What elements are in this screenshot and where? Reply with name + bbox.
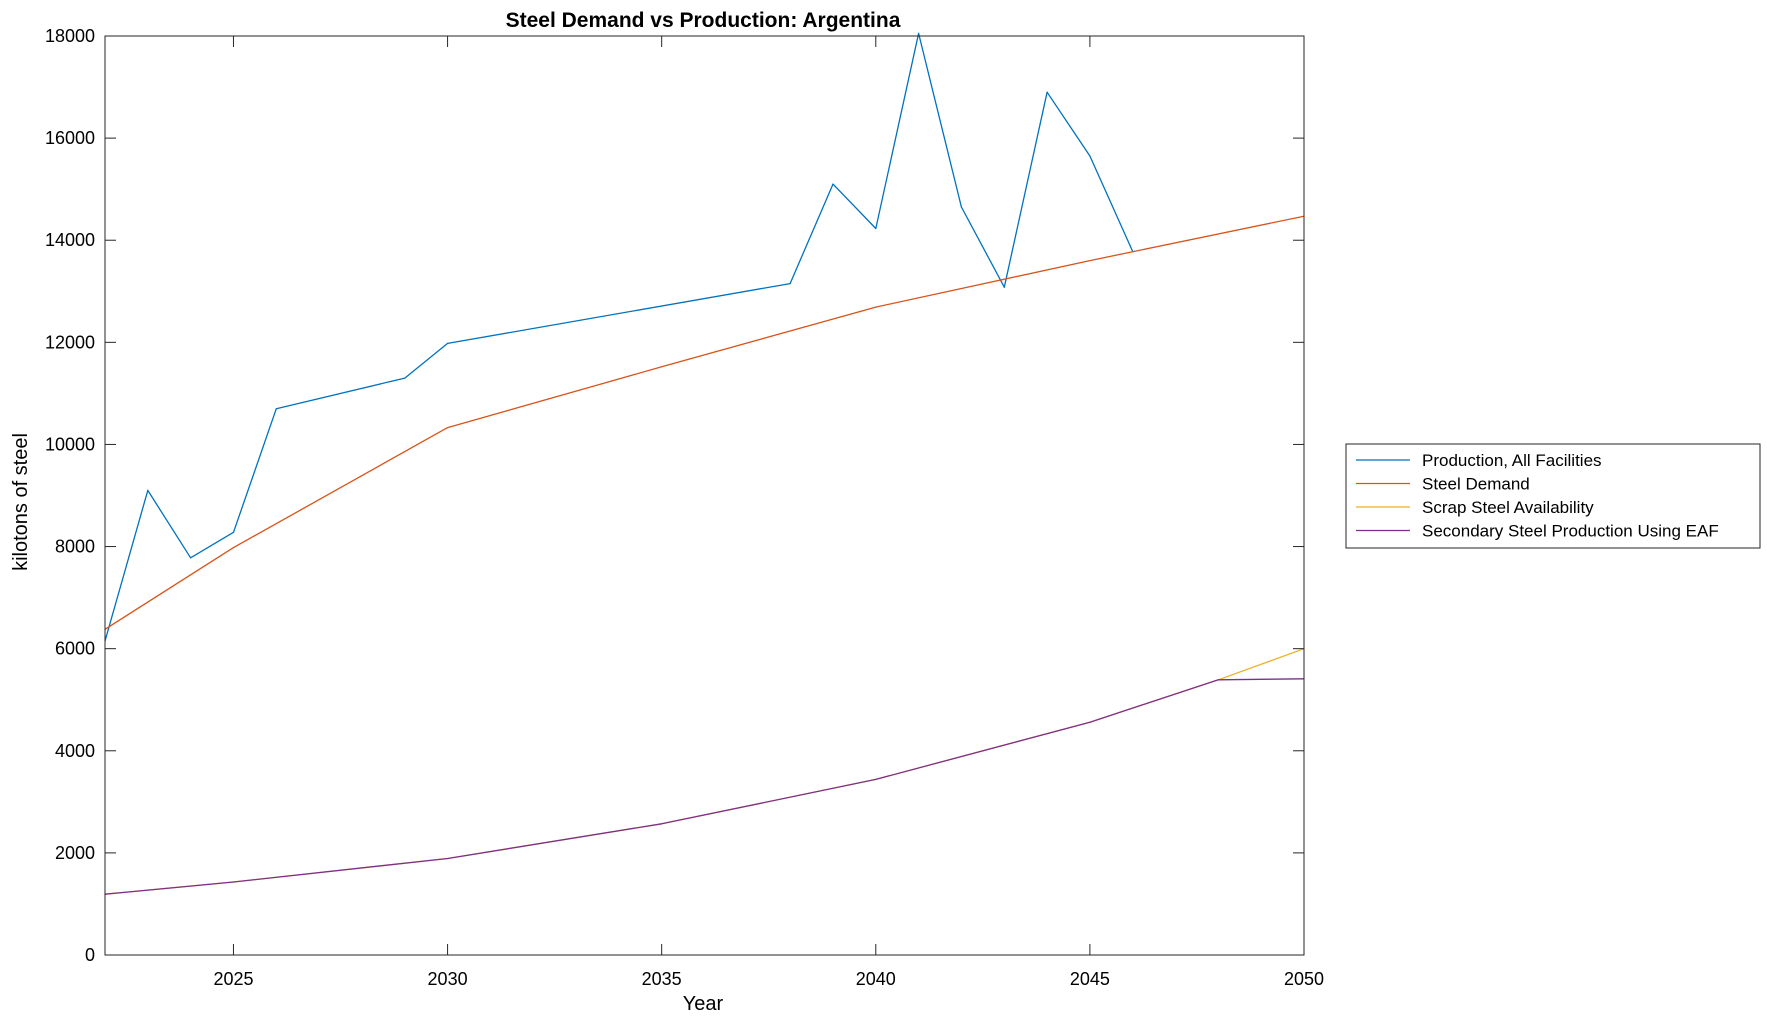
data-point-0-8 bbox=[832, 183, 834, 185]
data-point-3-4 bbox=[875, 778, 877, 781]
data-point-3-2 bbox=[447, 857, 449, 860]
y-tick-label: 18000 bbox=[45, 26, 95, 46]
y-tick-label: 10000 bbox=[45, 434, 95, 454]
legend-label-0: Production, All Facilities bbox=[1422, 451, 1602, 470]
data-point-0-9 bbox=[875, 227, 877, 230]
legend-label-2: Scrap Steel Availability bbox=[1422, 498, 1594, 517]
y-tick-label: 16000 bbox=[45, 128, 95, 148]
data-point-0-7 bbox=[789, 283, 791, 285]
y-tick-label: 0 bbox=[85, 945, 95, 965]
data-point-1-5 bbox=[1089, 260, 1091, 262]
x-tick-label: 2025 bbox=[213, 969, 253, 989]
legend-box bbox=[1345, 443, 1761, 549]
data-point-0-14 bbox=[1089, 155, 1091, 157]
x-tick-label: 2040 bbox=[856, 969, 896, 989]
y-tick-label: 6000 bbox=[55, 639, 95, 659]
data-point-3-5 bbox=[1089, 721, 1091, 723]
data-point-1-1 bbox=[232, 547, 235, 549]
data-point-0-1 bbox=[147, 489, 149, 491]
data-point-3-1 bbox=[232, 881, 235, 883]
data-point-1-4 bbox=[875, 306, 877, 308]
x-tick-label: 2045 bbox=[1070, 969, 1110, 989]
legend-label-1: Steel Demand bbox=[1422, 475, 1530, 494]
data-point-0-4 bbox=[275, 408, 277, 410]
y-tick-label: 8000 bbox=[55, 537, 95, 557]
series-line-0 bbox=[104, 32, 1134, 642]
y-tick-label: 12000 bbox=[45, 332, 95, 352]
x-tick-label: 2030 bbox=[428, 969, 468, 989]
y-axis-label: kilotons of steel bbox=[10, 433, 32, 571]
series-layer bbox=[104, 32, 1305, 895]
y-tick-label: 14000 bbox=[45, 230, 95, 250]
data-point-3-6 bbox=[1217, 679, 1219, 681]
data-point-3-3 bbox=[661, 823, 663, 825]
data-point-0-13 bbox=[1046, 91, 1048, 93]
data-point-0-12 bbox=[1003, 286, 1005, 288]
legend-label-3: Secondary Steel Production Using EAF bbox=[1422, 522, 1719, 541]
data-point-1-3 bbox=[661, 366, 663, 368]
data-point-1-2 bbox=[447, 427, 449, 429]
series-line-3 bbox=[104, 678, 1305, 895]
chart-title: Steel Demand vs Production: Argentina bbox=[506, 9, 901, 32]
legend: Production, All Facilities Steel Demand Sc… bbox=[1345, 443, 1761, 549]
series-line-1 bbox=[104, 215, 1305, 630]
plot-area-frame bbox=[104, 35, 1305, 956]
x-tick-label: 2035 bbox=[642, 969, 682, 989]
x-tick-label: 2050 bbox=[1284, 969, 1324, 989]
x-axis-label: Year bbox=[683, 993, 724, 1015]
series-line-2 bbox=[104, 648, 1305, 895]
y-tick-label: 2000 bbox=[55, 843, 95, 863]
data-point-0-11 bbox=[960, 206, 963, 208]
data-point-0-5 bbox=[404, 377, 406, 379]
data-point-0-6 bbox=[447, 342, 449, 344]
data-point-0-10 bbox=[918, 32, 920, 35]
y-tick-label: 4000 bbox=[55, 741, 95, 761]
tick-layer: 2025 2030 2035 2040 2045 2050 0 2000 4000 6000 800… bbox=[45, 26, 1324, 989]
data-point-0-2 bbox=[190, 557, 192, 559]
data-point-0-3 bbox=[232, 531, 235, 533]
